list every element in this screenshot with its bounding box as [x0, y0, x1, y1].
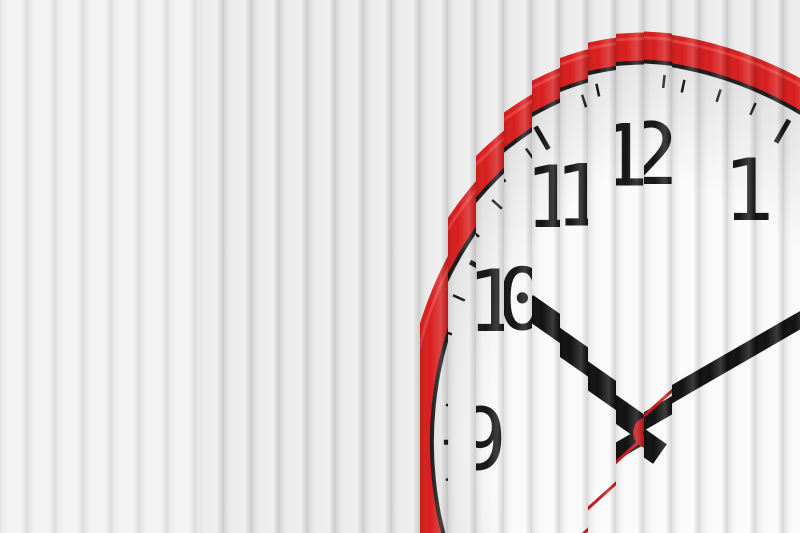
glass-strip-shade — [784, 0, 800, 533]
glass-strip-shade — [672, 0, 700, 533]
glass-strip-shade — [420, 0, 448, 533]
glass-strip-shade — [112, 0, 140, 533]
glass-strip-shade — [728, 0, 756, 533]
glass-strip-shade — [756, 0, 784, 533]
glass-strip-shade — [616, 0, 644, 533]
glass-strip-shade — [168, 0, 196, 533]
glass-strip-shade — [84, 0, 112, 533]
glass-strip-shade — [532, 0, 560, 533]
glass-strip-shade — [560, 0, 588, 533]
glass-strip-shade — [308, 0, 336, 533]
glass-strip-shade — [56, 0, 84, 533]
glass-strip-shade — [448, 0, 476, 533]
glass-strip-shade — [364, 0, 392, 533]
glass-strip-shade — [644, 0, 672, 533]
glass-strip-shade — [588, 0, 616, 533]
glass-strip-shade — [392, 0, 420, 533]
glass-strip-shade — [476, 0, 504, 533]
glass-strip-shade — [28, 0, 56, 533]
glass-strip-shade — [224, 0, 252, 533]
glass-strip-shade — [280, 0, 308, 533]
glass-strip-shade — [0, 0, 28, 533]
glass-strip-shade — [140, 0, 168, 533]
glass-strip-shade — [504, 0, 532, 533]
glass-strip-shade — [700, 0, 728, 533]
glass-strip-shade — [336, 0, 364, 533]
glass-strip-shade — [196, 0, 224, 533]
glass-strip-shade — [252, 0, 280, 533]
left-haze — [0, 0, 200, 533]
